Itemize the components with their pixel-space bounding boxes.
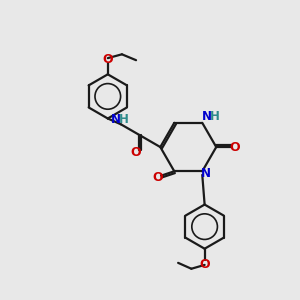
Text: N: N	[201, 167, 211, 180]
Text: O: O	[103, 53, 113, 66]
Text: O: O	[152, 171, 163, 184]
Text: O: O	[199, 257, 210, 271]
Text: O: O	[230, 141, 240, 154]
Text: O: O	[130, 146, 141, 159]
Text: N: N	[111, 112, 121, 126]
Text: N: N	[202, 110, 212, 123]
Text: H: H	[210, 110, 220, 123]
Text: H: H	[119, 112, 129, 126]
